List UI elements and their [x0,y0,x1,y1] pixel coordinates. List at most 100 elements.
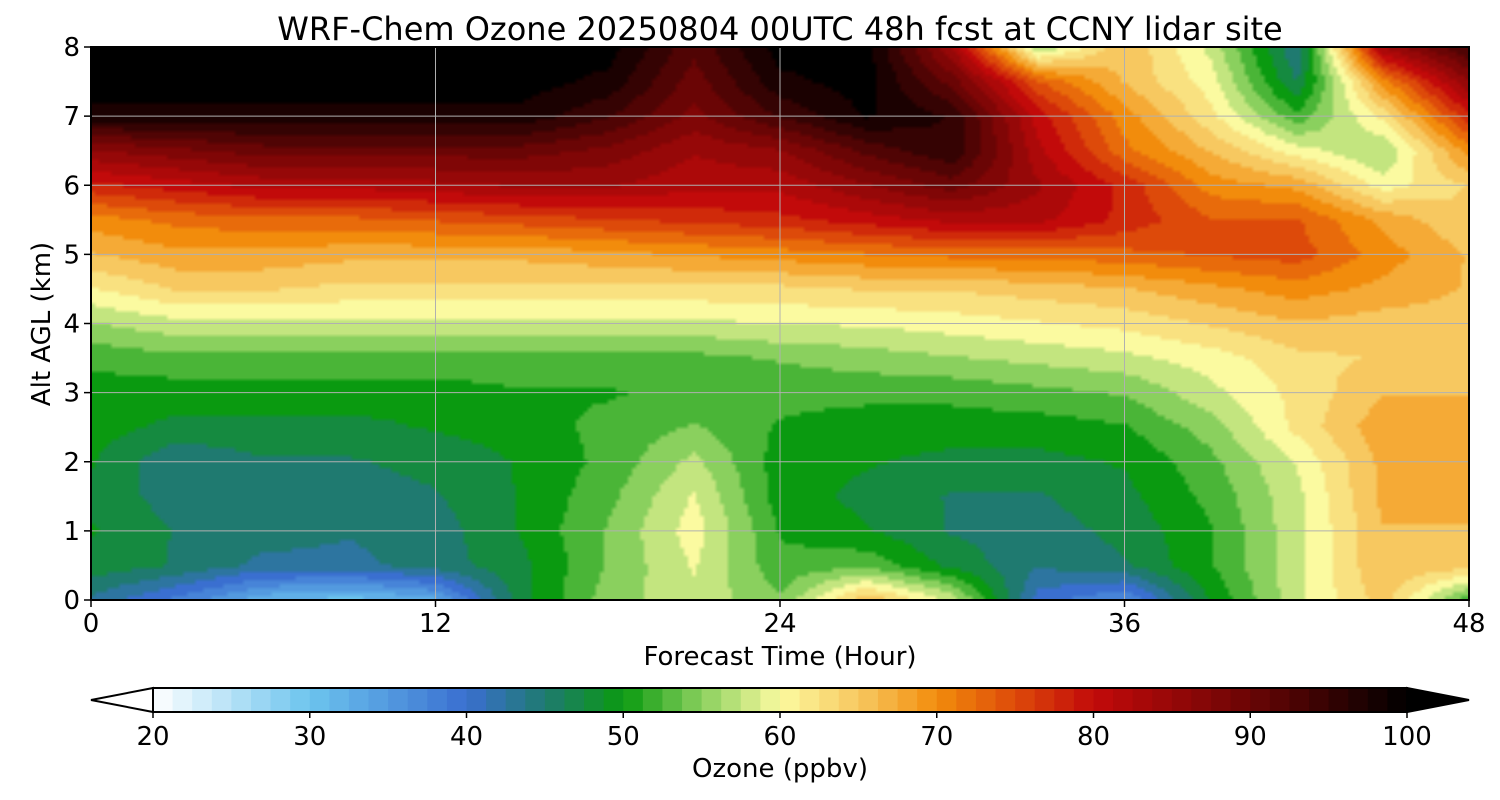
y-tick-label: 2 [63,448,80,478]
colorbar-swatch [917,688,938,712]
colorbar-ticks: 20 30 40 50 60 70 80 90 100 [136,712,1432,752]
colorbar-tick-label: 50 [607,722,640,752]
x-tick-label: 0 [83,609,100,639]
colorbar-tick-label: 40 [450,722,483,752]
colorbar-swatch [1309,688,1330,712]
colorbar-swatch [1132,688,1153,712]
y-tick-label: 4 [63,310,80,340]
colorbar-swatch [270,688,291,712]
colorbar-swatch [1250,688,1271,712]
colorbar-swatch [877,688,899,712]
colorbar-tick-label: 90 [1234,722,1267,752]
colorbar-swatch [701,688,722,712]
colorbar-swatch [446,688,468,712]
colorbar-swatch [584,688,605,712]
colorbar-swatch [250,688,272,712]
colorbar-swatch [1073,688,1095,712]
colorbar-swatch [799,688,820,712]
colorbar-swatch [564,688,585,712]
colorbar-swatch [838,688,859,712]
y-tick-label: 6 [63,171,80,201]
colorbar-swatch [721,688,742,712]
y-tick-label: 3 [63,379,80,409]
colorbar-swatch [1113,688,1134,712]
colorbar-swatch [623,688,644,712]
x-tick-label: 36 [1108,609,1141,639]
y-axis-label: Alt AGL (km) [27,242,57,406]
colorbar-tick-label: 20 [136,722,169,752]
colorbar-tick-label: 80 [1077,722,1110,752]
colorbar-swatch [858,688,879,712]
x-tick-label: 12 [419,609,452,639]
colorbar-swatch [603,688,624,712]
colorbar-tick-label: 100 [1382,722,1432,752]
colorbar-swatch [290,688,311,712]
colorbar-swatch [1152,688,1173,712]
colorbar-swatch [1289,688,1310,712]
x-tick-label: 24 [763,609,796,639]
colorbar-swatch [642,688,664,712]
colorbar-swatch [388,688,409,712]
colorbar-tick-label: 70 [920,722,953,752]
colorbar-swatch [1387,688,1408,712]
colorbar-label: Ozone (ppbv) [692,754,868,784]
x-tick-label: 48 [1452,609,1485,639]
colorbar-tick-label: 60 [763,722,796,752]
colorbar-swatch [544,688,566,712]
colorbar-swatch [466,688,487,712]
colorbar-swatch [1034,688,1055,712]
colorbar-swatch [740,688,762,712]
colorbar-swatch [153,688,174,712]
colorbar-swatch [407,688,428,712]
colorbar-swatch [936,688,957,712]
y-tick-label: 1 [63,517,80,547]
y-tick-label: 0 [63,586,80,616]
colorbar-swatch [1054,688,1075,712]
y-tick-label: 7 [63,102,80,132]
colorbar-swatch [1015,688,1036,712]
colorbar-swatch [1093,688,1114,712]
colorbar-swatch [1230,688,1251,712]
colorbar-swatch [211,688,232,712]
colorbar-swatch [427,688,448,712]
chart-title: WRF-Chem Ozone 20250804 00UTC 48h fcst a… [277,10,1282,48]
colorbar-swatch [368,688,389,712]
colorbar-under-extension [90,686,154,714]
colorbar-swatch [486,688,507,712]
colorbar-swatch [329,688,350,712]
colorbar-swatch [760,688,781,712]
colorbar-swatch [819,688,840,712]
colorbar-swatch [662,688,683,712]
colorbar-swatch [1211,688,1232,712]
colorbar-swatch [1171,688,1193,712]
colorbar-swatch [1367,688,1389,712]
colorbar-swatch [505,688,526,712]
colorbar-swatch [682,688,703,712]
colorbar-swatch [172,688,193,712]
colorbar: 20 30 40 50 60 70 80 90 100 [90,686,1470,752]
y-tick-label: 8 [63,33,80,63]
colorbar-swatch [780,688,801,712]
colorbar-swatch [309,688,330,712]
colorbar-swatch [1269,688,1291,712]
colorbar-swatches [153,688,1408,712]
colorbar-swatch [897,688,918,712]
colorbar-swatch [525,688,546,712]
y-tick-label: 5 [63,240,80,270]
colorbar-swatch [348,688,370,712]
colorbar-swatch [995,688,1016,712]
y-axis: 0 1 2 3 4 5 6 7 8 [63,33,91,616]
colorbar-swatch [956,688,977,712]
colorbar-over-extension [1406,686,1470,714]
colorbar-swatch [192,688,213,712]
plot-area [90,46,1470,601]
x-axis-label: Forecast Time (Hour) [643,642,916,672]
colorbar-swatch [975,688,997,712]
colorbar-swatch [1348,688,1369,712]
colorbar-swatch [231,688,252,712]
x-axis: 0 12 24 36 48 [83,600,1486,639]
colorbar-tick-label: 30 [293,722,326,752]
colorbar-swatch [1328,688,1349,712]
colorbar-swatch [1191,688,1212,712]
